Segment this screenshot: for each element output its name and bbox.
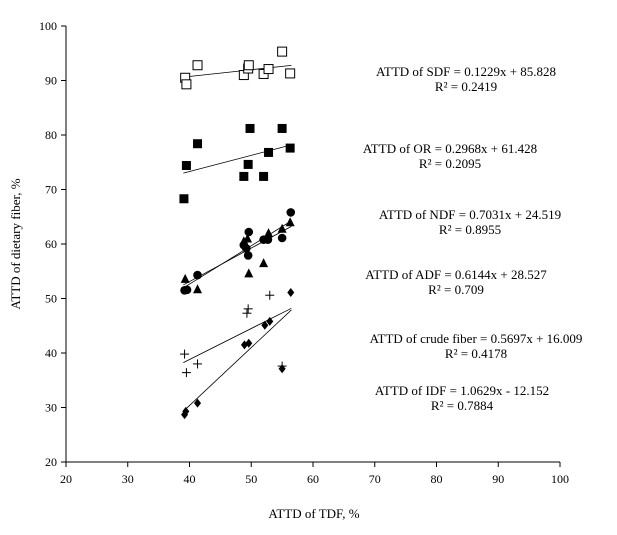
crude-fiber-data-point (265, 290, 275, 300)
or-data-point (243, 159, 253, 169)
ndf-data-point (243, 251, 253, 260)
adf-equation: ATTD of ADF = 0.6144x + 28.527 (365, 267, 547, 282)
x-tick-label: 60 (307, 472, 319, 486)
or-data-point (181, 161, 191, 171)
x-tick-label: 30 (122, 472, 134, 486)
idf-data-point (261, 320, 269, 330)
idf-data-point (278, 364, 286, 374)
y-tick-label: 50 (45, 292, 57, 306)
y-tick-label: 90 (45, 74, 57, 88)
or-data-point (245, 123, 255, 133)
ndf-data-point (263, 235, 273, 244)
sdf-data-point (263, 64, 274, 75)
adf-data-point (180, 273, 190, 283)
or-data-point (277, 123, 287, 133)
y-tick-label: 70 (45, 183, 57, 197)
adf-data-point (244, 268, 254, 278)
ndf-data-point (244, 227, 254, 237)
or-trendline (183, 144, 292, 174)
sdf-data-point (243, 60, 254, 71)
or-equation: ATTD of OR = 0.2968x + 61.428 (363, 141, 537, 156)
x-tick-label: 50 (245, 472, 257, 486)
x-tick-label: 40 (184, 472, 196, 486)
idf-data-point (182, 406, 190, 416)
idf-data-point (266, 316, 274, 326)
ndf-data-point (193, 270, 202, 280)
crude-fiber-data-point (180, 349, 190, 359)
adf-data-point (285, 217, 295, 227)
y-tick-label: 60 (45, 237, 57, 251)
idf-data-point (194, 398, 202, 408)
ndf-data-point (277, 233, 287, 243)
x-axis-title: ATTD of TDF, % (268, 506, 359, 521)
ndf-data-point (182, 285, 192, 295)
adf-data-point (193, 284, 203, 294)
data-markers (179, 46, 296, 420)
sdf-equation: ATTD of SDF = 0.1229x + 85.828 (376, 64, 556, 79)
y-tick-label: 30 (45, 401, 57, 415)
ndf-data-point (242, 244, 251, 253)
adf-data-point (259, 258, 269, 268)
crude-fiber-r-squared: R² = 0.4178 (445, 346, 507, 361)
x-tick-label: 20 (60, 472, 72, 486)
x-tick-label: 70 (369, 472, 381, 486)
or-data-point (179, 194, 189, 204)
or-data-point (259, 171, 269, 181)
crude-fiber-trendline (183, 307, 292, 364)
sdf-data-point (192, 60, 203, 71)
or-data-point (239, 171, 249, 181)
adf-r-squared: R² = 0.709 (428, 282, 484, 297)
y-tick-label: 80 (45, 128, 57, 142)
or-r-squared: R² = 0.2095 (419, 156, 481, 171)
sdf-r-squared: R² = 0.2419 (435, 79, 497, 94)
adf-data-point (243, 233, 253, 243)
crude-fiber-data-point (181, 368, 191, 378)
or-data-point (193, 139, 203, 149)
adf-data-point (239, 236, 249, 246)
x-tick-label: 90 (492, 472, 504, 486)
idf-trendline (183, 309, 292, 412)
y-tick-label: 100 (39, 19, 57, 33)
y-axis-title: ATTD of dietary fiber, % (8, 178, 23, 309)
y-tick-label: 40 (45, 346, 57, 360)
ndf-equation: ATTD of NDF = 0.7031x + 24.519 (379, 207, 561, 222)
or-data-point (285, 143, 295, 153)
crude-fiber-data-point (242, 308, 252, 318)
idf-r-squared: R² = 0.7884 (431, 398, 494, 413)
crude-fiber-equation: ATTD of crude fiber = 0.5697x + 16.009 (370, 331, 583, 346)
axes: 20 30 40 50 60 70 80 90 100 20 30 40 50 60 70 80 90 100 (39, 19, 569, 486)
x-tick-label: 80 (431, 472, 443, 486)
sdf-data-point (181, 79, 192, 90)
idf-data-point (287, 288, 295, 298)
ndf-r-squared: R² = 0.8955 (439, 222, 501, 237)
or-data-point (264, 147, 274, 157)
idf-data-point (245, 338, 253, 348)
ndf-data-point (286, 208, 296, 217)
adf-data-point (264, 228, 274, 238)
sdf-data-point (277, 46, 288, 57)
fit-lines (183, 64, 292, 412)
sdf-data-point (285, 68, 296, 79)
x-tick-label: 100 (551, 472, 569, 486)
idf-equation: ATTD of IDF = 1.0629x - 12.152 (375, 383, 549, 398)
adf-data-point (277, 223, 287, 233)
crude-fiber-data-point (193, 359, 203, 369)
y-tick-label: 20 (45, 455, 57, 469)
crude-fiber-data-point (243, 304, 253, 314)
